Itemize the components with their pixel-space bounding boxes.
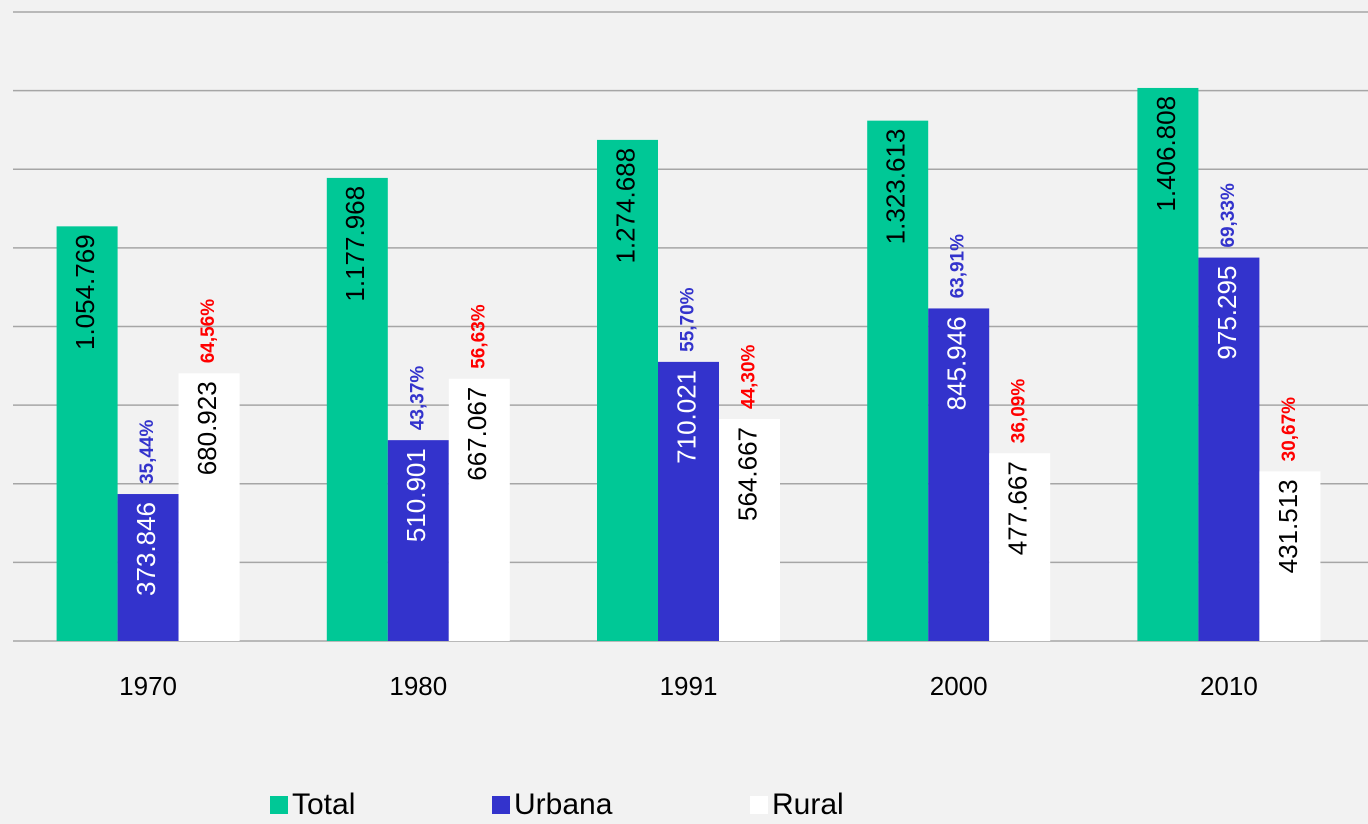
value-label: 845.946 <box>942 316 972 410</box>
bar <box>178 373 240 641</box>
x-tick-label: 1970 <box>119 671 177 701</box>
x-tick-label: 2010 <box>1200 671 1258 701</box>
bar <box>387 440 449 641</box>
bar <box>448 378 510 641</box>
legend-label: Rural <box>772 788 844 821</box>
value-label: 975.295 <box>1212 266 1242 360</box>
value-label: 431.513 <box>1273 479 1303 573</box>
bar <box>719 419 780 641</box>
bar <box>928 308 990 641</box>
value-label: 1.054.769 <box>70 234 100 350</box>
share-label: 30,67% <box>1279 397 1300 462</box>
share-label: 44,30% <box>739 344 760 409</box>
legend-swatch <box>270 796 288 814</box>
bar <box>56 226 118 641</box>
share-label: 69,33% <box>1218 183 1239 248</box>
bar <box>117 494 179 641</box>
bar <box>1198 257 1260 641</box>
value-label: 1.274.688 <box>610 148 640 264</box>
share-label: 63,91% <box>948 234 969 299</box>
x-tick-label: 2000 <box>930 671 988 701</box>
value-label: 1.323.613 <box>881 129 911 245</box>
value-label: 680.923 <box>192 381 222 475</box>
share-label: 36,09% <box>1009 379 1030 444</box>
bar <box>989 453 1051 641</box>
share-label: 64,56% <box>198 299 219 364</box>
bar <box>658 361 719 641</box>
value-label: 710.021 <box>671 370 701 464</box>
bar <box>326 177 388 642</box>
value-label: 1.406.808 <box>1151 96 1181 212</box>
share-label: 35,44% <box>137 419 158 484</box>
bar <box>1137 87 1199 641</box>
x-tick-label: 1991 <box>660 671 718 701</box>
share-label: 43,37% <box>407 366 428 431</box>
legend-swatch <box>750 796 768 814</box>
value-label: 564.667 <box>732 427 762 521</box>
bar <box>867 120 929 641</box>
value-label: 667.067 <box>462 387 492 481</box>
bar <box>597 139 658 641</box>
value-label: 373.846 <box>131 502 161 596</box>
legend-swatch <box>492 796 510 814</box>
share-label: 56,63% <box>468 304 489 369</box>
value-label: 477.667 <box>1003 461 1033 555</box>
legend-label: Total <box>292 788 355 821</box>
share-label: 55,70% <box>678 287 699 352</box>
bar <box>1259 471 1321 641</box>
legend-label: Urbana <box>514 788 613 821</box>
x-tick-label: 1980 <box>389 671 447 701</box>
value-label: 510.901 <box>401 448 431 542</box>
value-label: 1.177.968 <box>340 186 370 302</box>
